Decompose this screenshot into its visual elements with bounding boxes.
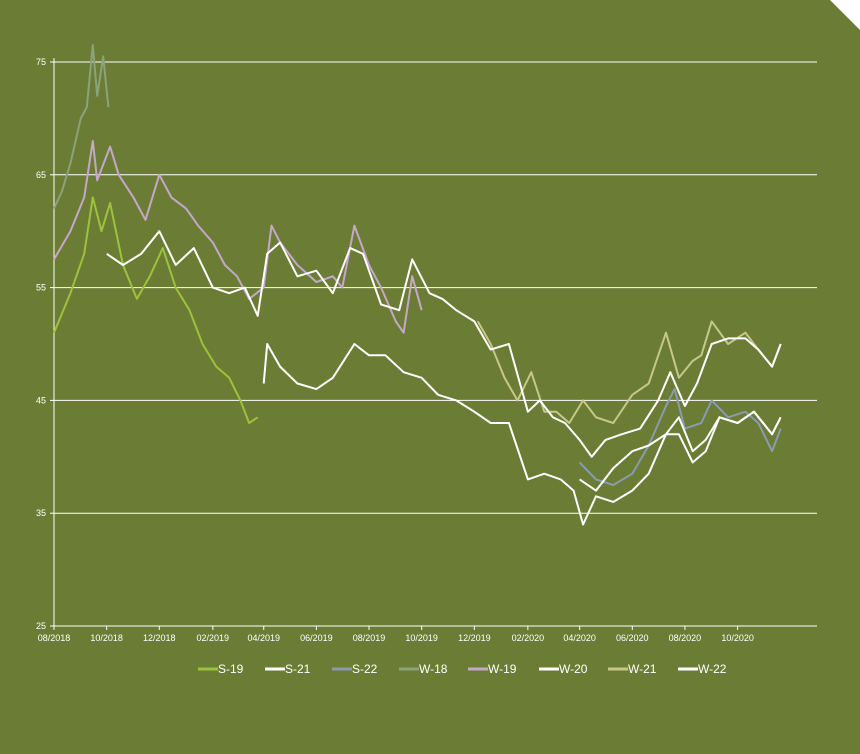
legend-label-w-22: W-22 [698,662,727,676]
x-tick-label: 08/2020 [669,633,702,643]
y-tick-label: 65 [36,170,46,180]
legend-label-w-20: W-20 [559,662,588,676]
axes: 25 35 45 55 65 75 08/2018 10/2018 12/2018 02/2019… [36,57,817,643]
x-tick-label: 06/2019 [300,633,333,643]
y-tick-label: 75 [36,57,46,67]
series-lines [53,44,782,526]
y-tick-label: 35 [36,508,46,518]
y-tick-label: 55 [36,283,46,293]
x-tick-label: 10/2019 [405,633,438,643]
legend-label-s-19: S-19 [218,662,244,676]
legend-label-w-21: W-21 [628,662,657,676]
x-tick-label: 02/2020 [512,633,545,643]
series-line-w-20 [106,230,782,458]
grid-lines [54,61,817,514]
series-line-s-21 [262,343,782,526]
series-line-s-19 [53,196,259,424]
series-line-s-22 [578,388,782,486]
series-line-w-18 [53,44,110,210]
series-line-w-21 [476,320,782,424]
legend-label-s-21: S-21 [285,662,311,676]
x-tick-label: 08/2018 [38,633,71,643]
x-tick-label: 02/2019 [197,633,230,643]
legend: S-19 S-21 S-22 W-18 W-19 W-20 W-21 W-22 [198,662,727,676]
legend-label-s-22: S-22 [352,662,378,676]
x-tick-label: 10/2018 [90,633,123,643]
x-tick-label: 08/2019 [353,633,386,643]
y-tick-label: 45 [36,395,46,405]
legend-label-w-18: W-18 [419,662,448,676]
x-tick-label: 06/2020 [616,633,649,643]
x-tick-label: 10/2020 [721,633,754,643]
x-tick-label: 04/2020 [563,633,596,643]
series-line-w-19 [53,140,423,334]
x-tick-label: 04/2019 [247,633,280,643]
x-tick-label: 12/2018 [143,633,176,643]
legend-label-w-19: W-19 [488,662,517,676]
series-line-w-22 [579,410,782,492]
y-tick-label: 25 [36,621,46,631]
x-tick-label: 12/2019 [458,633,491,643]
